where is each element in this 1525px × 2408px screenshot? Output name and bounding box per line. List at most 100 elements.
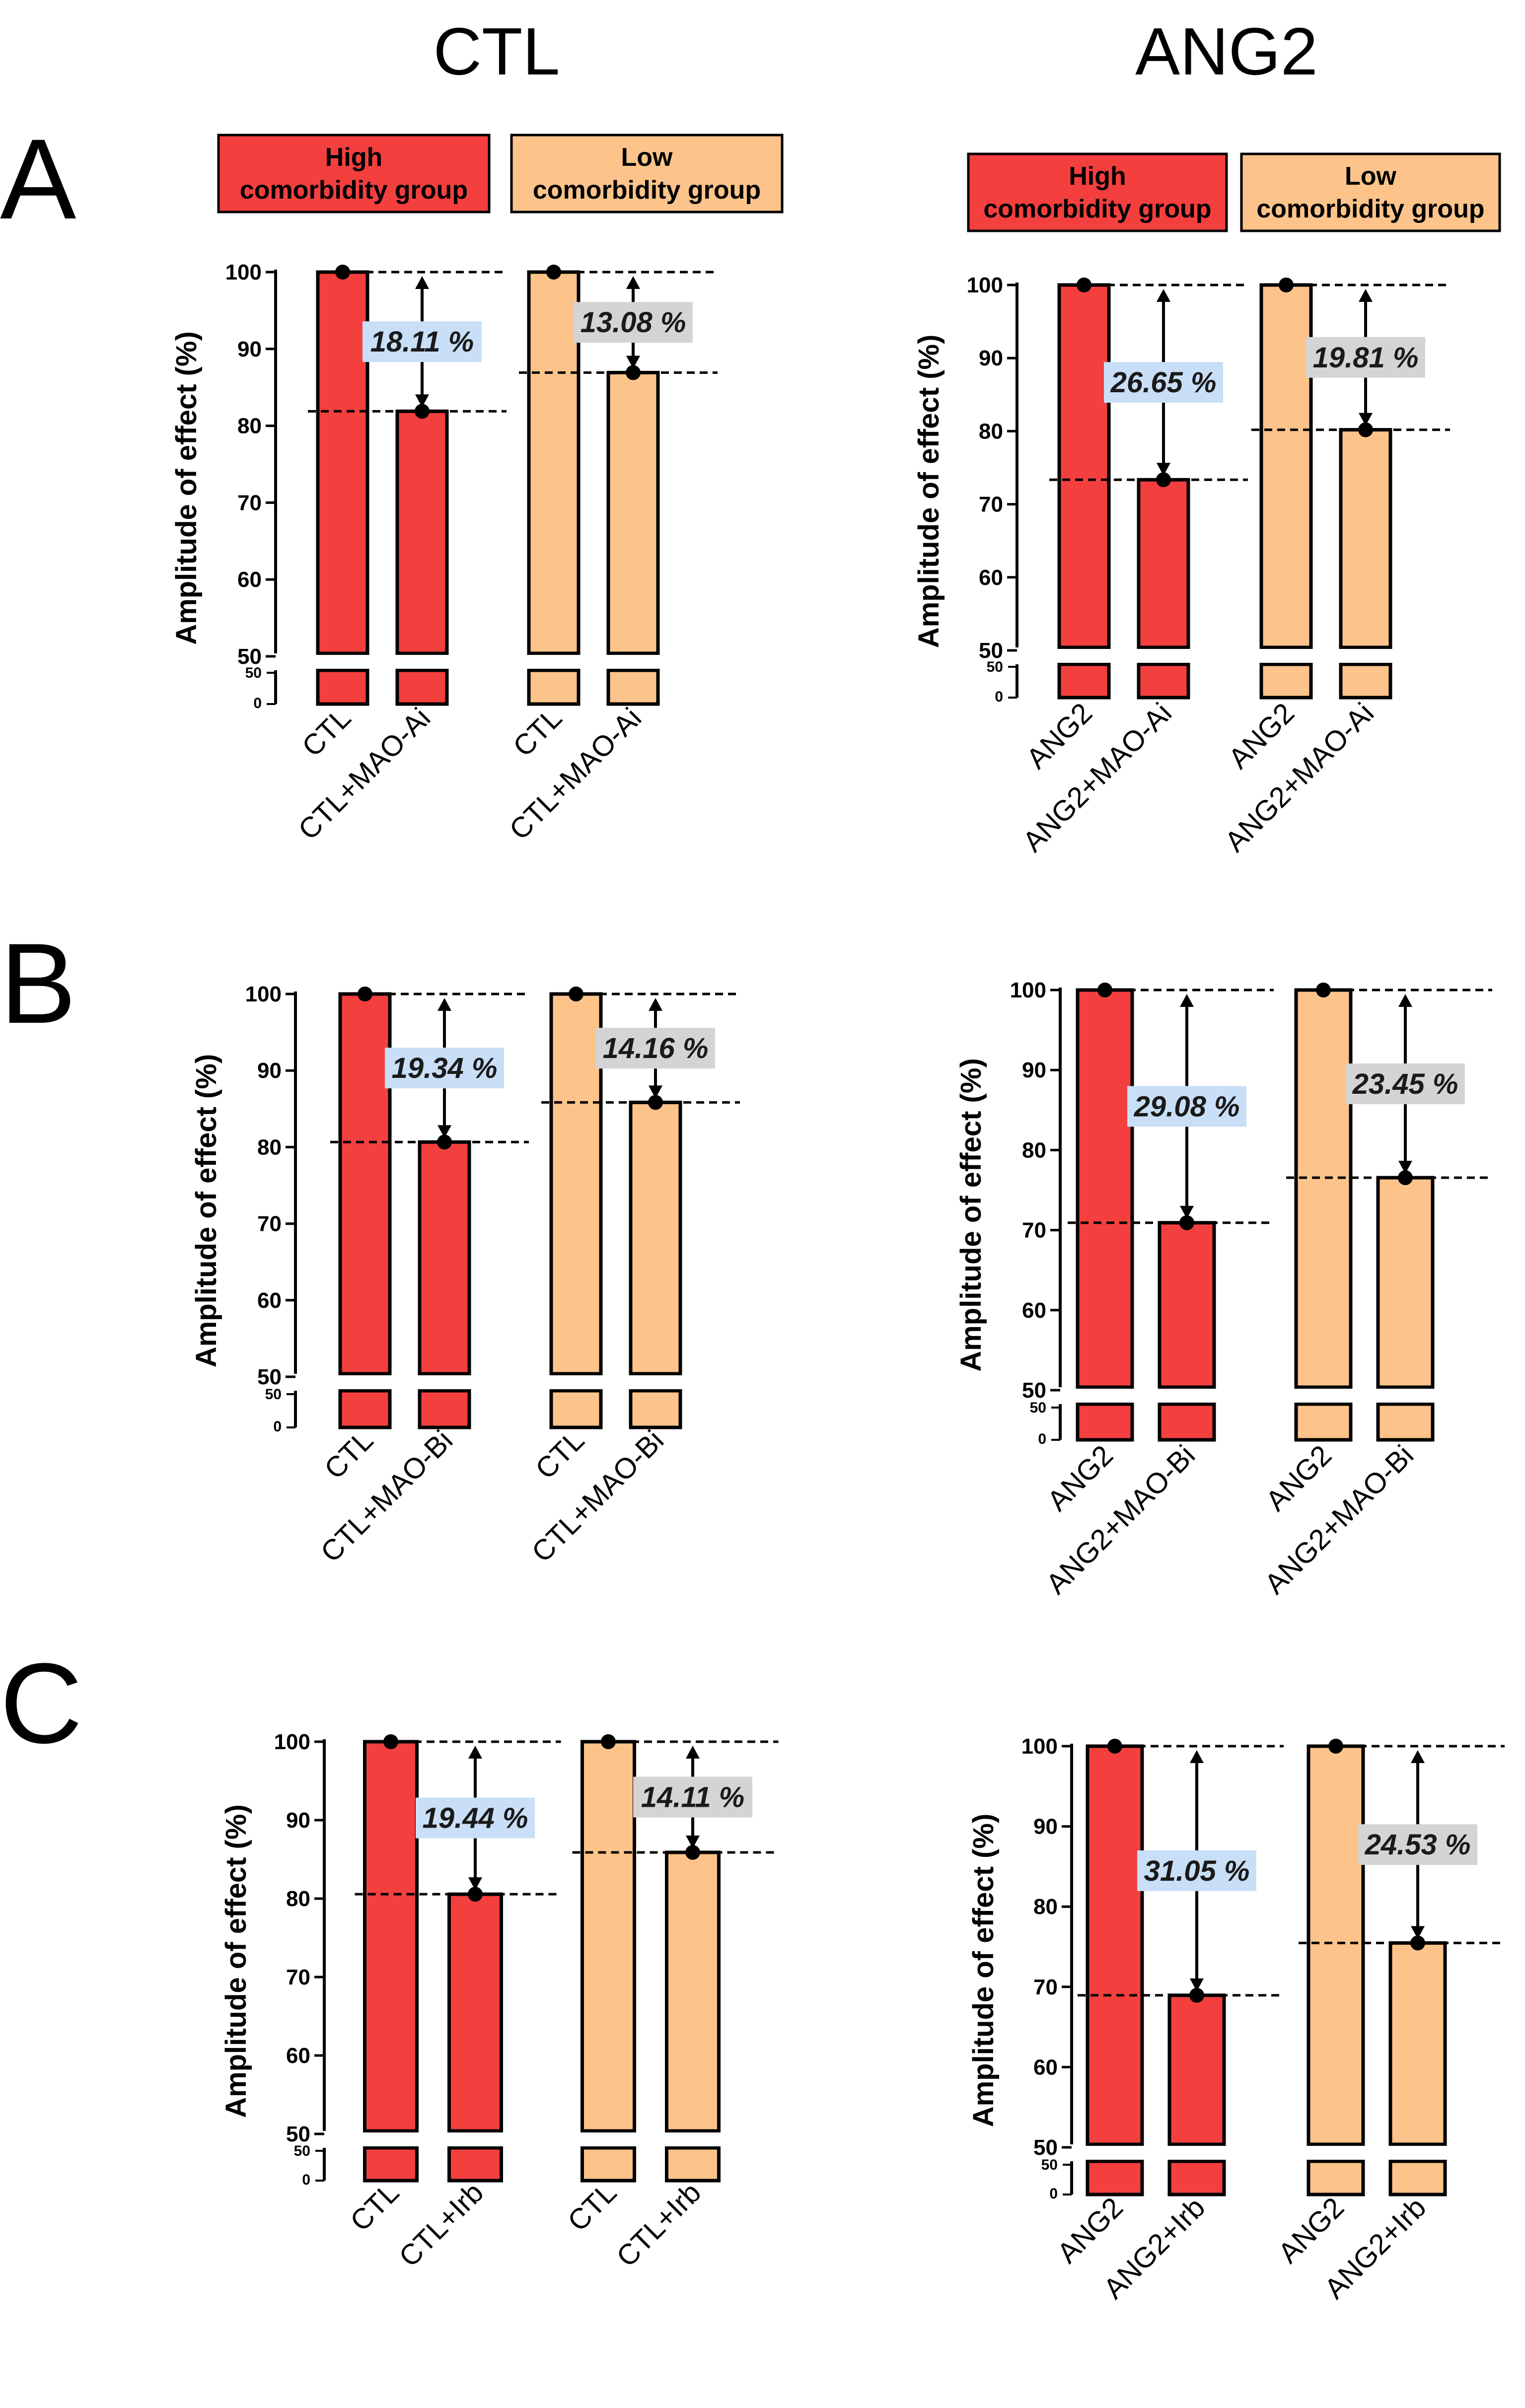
x-tick-label-1: CTL [296,702,357,763]
legend-swatch-low [1240,152,1501,232]
y-tick-label: 50 [1033,2135,1058,2160]
bar-1 [316,270,369,655]
y-tick-label: 90 [286,1808,310,1833]
bar-2 [1137,478,1190,649]
arrow-head-up [415,276,429,289]
y-tick-label: 80 [257,1135,282,1159]
y-tick-label: 50 [257,1365,282,1389]
legend-swatch-low [510,134,784,213]
y-tick-label: 80 [286,1887,310,1911]
y-tick-label: 60 [979,566,1003,590]
legend-high-comorbidity: High comorbidity group [967,152,1228,232]
difference-label-bg [633,1776,752,1818]
x-tick-label-3: CTL [529,1424,590,1485]
axis-break-gap [1387,2146,1448,2160]
bar-4 [1388,1941,1447,2146]
axis-break-gap [417,1375,472,1389]
bar-4 [665,1850,721,2133]
difference-label: 19.34 % [392,1052,498,1084]
y-tick-label: 70 [237,491,262,515]
arrow-head-up [1190,1750,1204,1763]
y-tick-label: 50 [237,644,262,669]
data-point-4 [648,1095,663,1110]
axis-break-gap [362,2132,420,2146]
arrow-head-down [649,1085,662,1099]
bar-1 [363,1740,419,2133]
x-tick-label-4: ANG2+MAO-Bi [1258,1439,1420,1600]
chart-panel-b-ctl: 50 60 70 80 90 100 50 0 Amplitude of effect (%) C… [190,982,740,1568]
bar-3-lower [1294,1402,1353,1442]
axis-break-gap [1166,2146,1227,2160]
legend-label-high-line1: High [1069,162,1126,191]
x-tick-label-4: CTL+Irb [610,2176,707,2273]
x-tick-label-3: ANG2 [1223,697,1301,775]
x-tick-label-3: CTL [562,2176,623,2237]
bar-3 [581,1740,636,2133]
chart-panel-c-ang2: 50 60 70 80 90 100 50 0 Amplitude of effect (%) A… [967,1734,1505,2305]
bar-3-lower [527,668,581,706]
arrow-head-up [1398,994,1412,1007]
difference-label-bg [1127,1086,1246,1127]
data-point-1 [1077,278,1091,292]
y-tick-label: 100 [245,982,282,1006]
bar-2 [1167,1993,1226,2146]
y-tick-label: 60 [257,1288,282,1313]
y-tick-label: 70 [257,1212,282,1236]
row-letter-c: C [0,1639,82,1767]
bar-2-lower [1158,1402,1216,1442]
bar-3-lower [1307,2159,1365,2196]
data-point-3 [1279,278,1294,292]
x-tick-label-1: CTL [344,2176,405,2237]
y-tick-label: 60 [1022,1298,1046,1323]
y-tick-label: 70 [1022,1218,1046,1243]
difference-label-bg [1104,362,1223,403]
x-tick-label-4: ANG2+MAO-Ai [1219,697,1380,858]
bar-3-lower [549,1389,603,1429]
bar-3 [1259,283,1313,649]
legend-low-comorbidity: Low comorbidity group [1240,152,1501,232]
axis-break-gap [1338,649,1393,663]
legend-label-high-line2: comorbidity group [240,176,468,205]
bar-1 [1057,283,1111,649]
y-tick-label: 90 [1022,1058,1046,1082]
x-tick-label-3: ANG2 [1272,2191,1351,2269]
x-tick-label-2: ANG2+MAO-Ai [1017,697,1178,858]
difference-label: 29.08 % [1134,1090,1240,1123]
bar-4-lower [1388,2159,1447,2196]
y-tick-label: 90 [1033,1815,1058,1839]
legend-label-high-line2: comorbidity group [983,195,1211,223]
data-point-3 [546,265,561,280]
y-tick-label: 100 [274,1730,310,1754]
axis-break-gap [1136,649,1191,663]
axis-break-gap [337,1375,393,1389]
difference-label-bg [1346,1063,1465,1105]
axis-break-gap [1258,649,1314,663]
y-tick-label: 100 [225,260,262,284]
y-tick-label-zero: 0 [1049,2186,1058,2202]
difference-label: 13.08 % [581,306,686,339]
axis-break-gap [579,2132,638,2146]
difference-label-bg [363,321,482,362]
arrow-head-down [1398,1161,1412,1174]
data-point-2 [415,404,430,419]
arrow-head-down [1180,1205,1194,1219]
bar-4 [1376,1176,1435,1389]
chart-panel-c-ctl: 50 60 70 80 90 100 50 0 Amplitude of effect (%) C… [220,1730,779,2273]
y-tick-label-small: 50 [1030,1400,1046,1416]
bar-4-lower [665,2146,721,2183]
arrow-head-down [1411,1926,1425,1939]
axis-break-gap [526,655,581,669]
y-tick-label: 100 [1021,1734,1058,1759]
difference-label: 14.11 % [641,1781,745,1813]
data-point-1 [383,1734,398,1749]
difference-label: 24.53 % [1365,1829,1471,1861]
data-point-2 [437,1134,452,1150]
difference-label: 26.65 % [1110,366,1217,399]
x-tick-label-3: CTL [507,702,568,763]
legend-label-low-line2: comorbidity group [533,176,761,205]
data-point-2 [1156,472,1171,488]
x-tick-label-1: ANG2 [1051,2191,1130,2269]
bar-1-lower [338,1389,392,1429]
arrow-head-down [437,1125,451,1138]
